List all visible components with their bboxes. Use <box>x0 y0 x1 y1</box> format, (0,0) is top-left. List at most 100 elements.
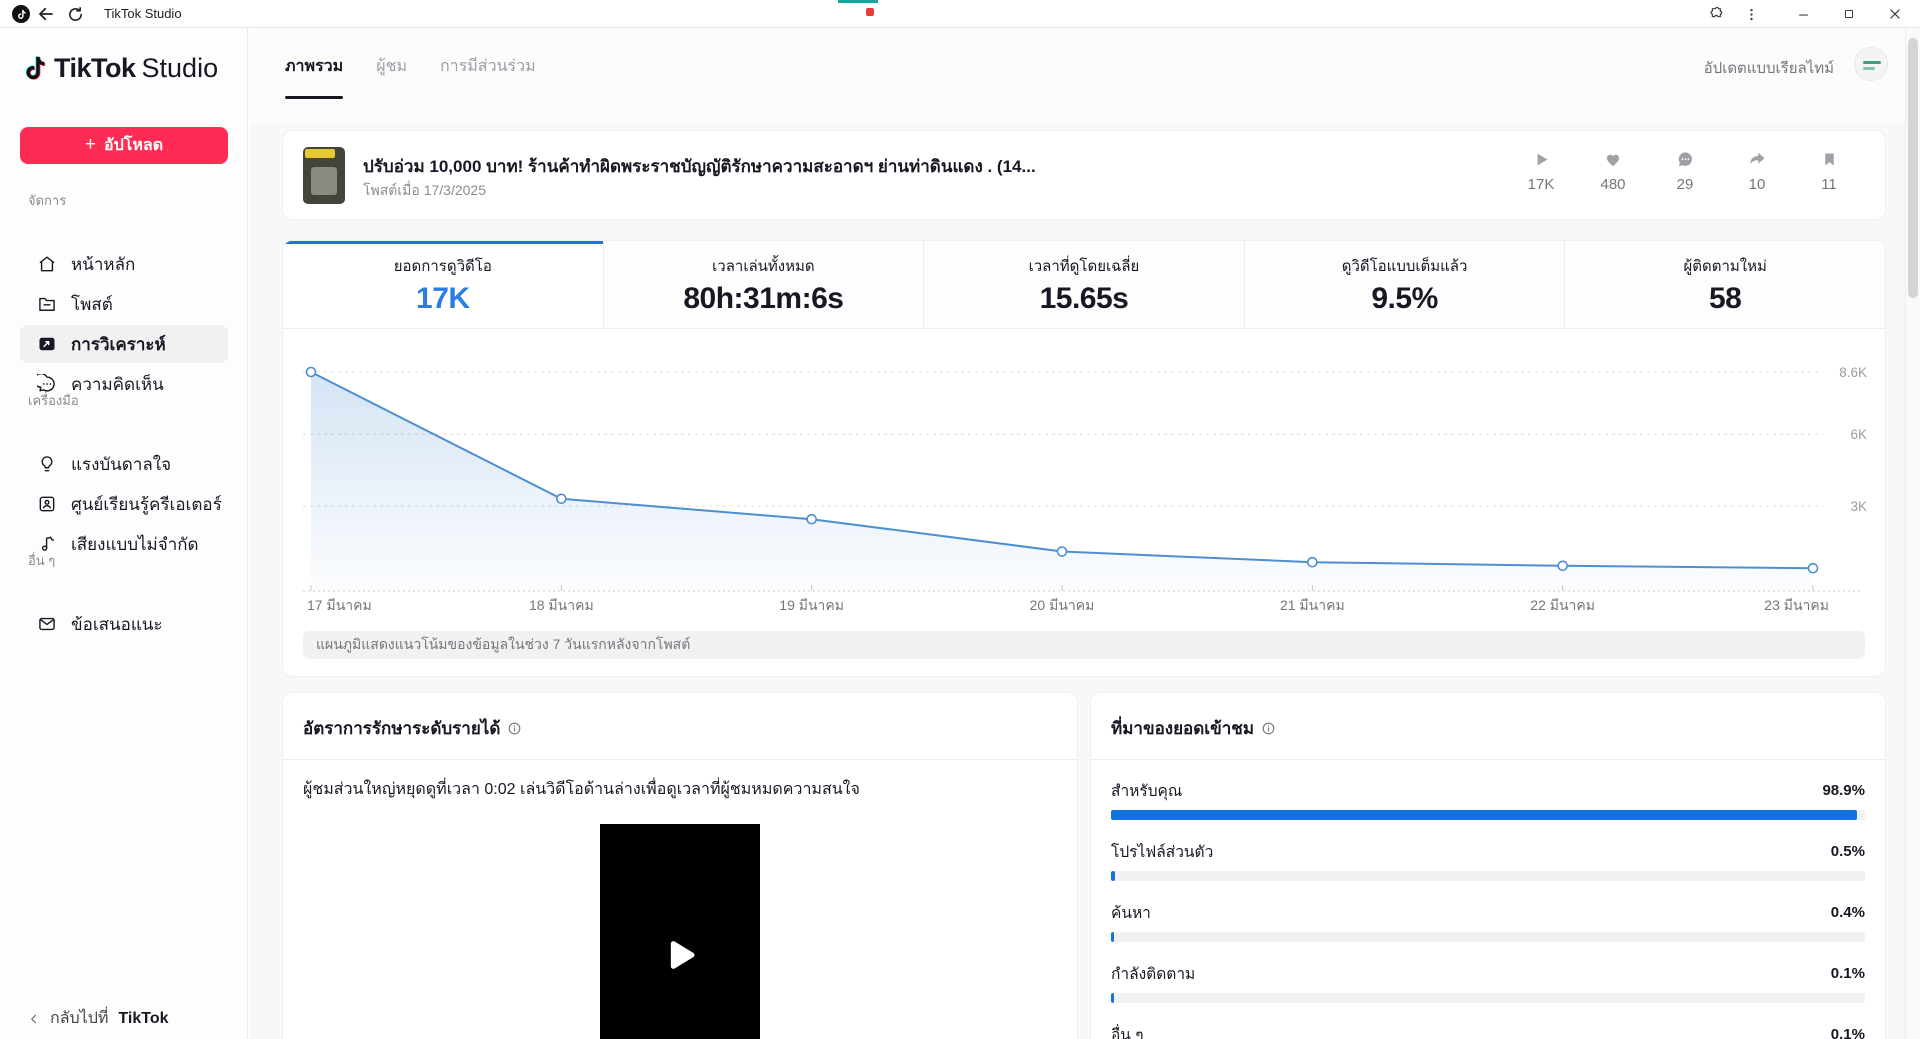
traffic-title-row: ที่มาของยอดเข้าชม <box>1111 715 1276 742</box>
retention-description: ผู้ชมส่วนใหญ่หยุดดูที่เวลา 0:02 เล่นวิดี… <box>303 777 1043 802</box>
metric-total-play-time[interactable]: เวลาเล่นทั้งหมด 80h:31m:6s <box>604 241 925 328</box>
heart-icon <box>1603 148 1623 170</box>
tab-engagement[interactable]: การมีส่วนร่วม <box>440 54 536 99</box>
svg-text:18 มีนาคม: 18 มีนาคม <box>529 597 594 613</box>
stat-views: 17K <box>1505 148 1577 193</box>
traffic-rows: สำหรับคุณ98.9% โปรไฟล์ส่วนตัว0.5% ค้นหา0… <box>1111 759 1865 1039</box>
stat-likes: 480 <box>1577 148 1649 193</box>
refresh-icon[interactable] <box>64 3 86 25</box>
sidebar-item-creator-academy[interactable]: ศูนย์เรียนรู้ครีเอเตอร์ <box>20 485 228 523</box>
sidebar-item-analytics[interactable]: การวิเคราะห์ <box>20 325 228 363</box>
post-stats: 17K 480 29 10 11 <box>1505 148 1865 193</box>
svg-text:6K: 6K <box>1850 427 1867 442</box>
svg-text:23 มีนาคม: 23 มีนาคม <box>1764 597 1829 613</box>
metric-tabs: ยอดการดูวิดีโอ 17K เวลาเล่นทั้งหมด 80h:3… <box>283 241 1885 329</box>
retention-card: อัตราการรักษาระดับรายได้ ผู้ชมส่วนใหญ่หย… <box>282 692 1078 1039</box>
tab-viewers[interactable]: ผู้ชม <box>376 54 407 99</box>
info-icon[interactable] <box>507 721 522 736</box>
sidebar-section-others: อื่น ๆ <box>28 550 55 571</box>
traffic-row-personal-profile: โปรไฟล์ส่วนตัว0.5% <box>1111 839 1865 881</box>
main-content: ภาพรวม ผู้ชม การมีส่วนร่วม อัปเดตแบบเรีย… <box>249 28 1920 1039</box>
scrollbar-thumb[interactable] <box>1908 38 1918 298</box>
traffic-row-following: กำลังติดตาม0.1% <box>1111 961 1865 1003</box>
bookmark-icon <box>1821 148 1838 170</box>
back-to-tiktok-link[interactable]: กลับไปที่ TikTok <box>28 1006 169 1031</box>
traffic-bar <box>1111 810 1865 820</box>
brand-studio: Studio <box>142 53 219 84</box>
realtime-update-label: อัปเดตแบบเรียลไทม์ <box>1704 56 1834 80</box>
sidebar-item-feedback[interactable]: ข้อเสนอแนะ <box>20 605 228 643</box>
metric-average-watch-time[interactable]: เวลาที่ดูโดยเฉลี่ย 15.65s <box>924 241 1245 328</box>
loading-indicator <box>838 0 878 3</box>
metric-video-views[interactable]: ยอดการดูวิดีโอ 17K <box>283 241 604 328</box>
tiktok-studio-logo: TikTok Studio <box>22 53 218 84</box>
video-player[interactable] <box>600 824 760 1039</box>
svg-text:21 มีนาคม: 21 มีนาคม <box>1280 597 1345 613</box>
tab-overview[interactable]: ภาพรวม <box>285 54 343 99</box>
svg-text:17 มีนาคม: 17 มีนาคม <box>307 597 372 613</box>
minimize-button[interactable] <box>1790 3 1816 25</box>
post-summary-card: ปรับอ่วม 10,000 บาท! ร้านค้าทำผิดพระราชบ… <box>282 130 1886 220</box>
metric-new-followers[interactable]: ผู้ติดตามใหม่ 58 <box>1565 241 1885 328</box>
sidebar-item-inspiration[interactable]: แรงบันดาลใจ <box>20 445 228 483</box>
recording-dot <box>866 8 874 16</box>
close-button[interactable] <box>1882 3 1908 25</box>
retention-title-row: อัตราการรักษาระดับรายได้ <box>303 715 522 742</box>
tiktok-studio-window: TikTok Studio TikTo <box>0 0 1920 1039</box>
sidebar-item-home[interactable]: หน้าหลัก <box>20 245 228 283</box>
metric-watched-full-video[interactable]: ดูวิดีโอแบบเต็มแล้ว 9.5% <box>1245 241 1566 328</box>
info-icon[interactable] <box>1261 721 1276 736</box>
svg-text:20 มีนาคม: 20 มีนาคม <box>1030 597 1095 613</box>
analytics-icon <box>36 334 57 355</box>
home-icon <box>36 254 57 275</box>
back-icon[interactable] <box>35 3 57 25</box>
share-icon <box>1747 148 1767 170</box>
traffic-row-for-you: สำหรับคุณ98.9% <box>1111 778 1865 820</box>
posts-icon <box>36 294 57 315</box>
stat-saves: 11 <box>1793 148 1865 193</box>
maximize-button[interactable] <box>1836 3 1862 25</box>
svg-text:8.6K: 8.6K <box>1839 365 1867 380</box>
creator-academy-icon <box>36 494 57 515</box>
tiktok-favicon <box>12 5 30 23</box>
chart-footnote: แผนภูมิแสดงแนวโน้มของข้อมูลในช่วง 7 วันแ… <box>303 631 1865 659</box>
traffic-sources-card: ที่มาของยอดเข้าชม สำหรับคุณ98.9% โปรไฟล์… <box>1090 692 1886 1039</box>
tiktok-note-icon <box>22 55 48 83</box>
analytics-tabs: ภาพรวม ผู้ชม การมีส่วนร่วม <box>285 54 536 99</box>
sidebar-item-posts[interactable]: โพสต์ <box>20 285 228 323</box>
sidebar: TikTok Studio + อัปโหลด จัดการ หน้าหลัก … <box>0 28 248 1039</box>
svg-text:19 มีนาคม: 19 มีนาคม <box>779 597 844 613</box>
play-button-icon[interactable] <box>660 935 700 975</box>
comment-icon <box>1676 148 1695 170</box>
views-trend-chart: 8.6K 6K 3K 17 มีนาคม 18 มีนาคม 19 มีนาคม 20 มี… <box>293 341 1873 621</box>
stat-shares: 10 <box>1721 148 1793 193</box>
traffic-row-search: ค้นหา0.4% <box>1111 900 1865 942</box>
page-scrollbar <box>1905 28 1920 1039</box>
plus-icon: + <box>85 134 96 156</box>
brand-tiktok: TikTok <box>54 53 136 84</box>
post-thumbnail[interactable] <box>303 147 345 204</box>
svg-text:22 มีนาคม: 22 มีนาคม <box>1530 597 1595 613</box>
chevron-left-icon <box>28 1013 40 1025</box>
upload-button[interactable]: + อัปโหลด <box>20 127 228 164</box>
sidebar-section-tools: เครื่องมือ <box>28 390 79 411</box>
window-titlebar: TikTok Studio <box>0 0 1920 28</box>
window-title: TikTok Studio <box>104 6 182 21</box>
feedback-icon <box>36 614 57 635</box>
traffic-bar <box>1111 871 1865 881</box>
traffic-bar <box>1111 932 1865 942</box>
svg-text:3K: 3K <box>1850 499 1867 514</box>
traffic-bar <box>1111 993 1865 1003</box>
stat-comments: 29 <box>1649 148 1721 193</box>
divider <box>283 759 1077 760</box>
analytics-overview-card: ยอดการดูวิดีโอ 17K เวลาเล่นทั้งหมด 80h:3… <box>282 240 1886 677</box>
play-icon <box>1532 148 1551 170</box>
post-date: โพสต์เมื่อ 17/3/2025 <box>363 180 486 202</box>
extensions-icon[interactable] <box>1702 3 1728 25</box>
profile-avatar[interactable] <box>1854 47 1888 81</box>
post-title[interactable]: ปรับอ่วม 10,000 บาท! ร้านค้าทำผิดพระราชบ… <box>363 153 1463 180</box>
sidebar-section-manage: จัดการ <box>28 190 66 211</box>
menu-kebab-icon[interactable] <box>1738 3 1764 25</box>
inspiration-icon <box>36 454 57 475</box>
traffic-row-others: อื่น ๆ0.1% <box>1111 1022 1865 1039</box>
